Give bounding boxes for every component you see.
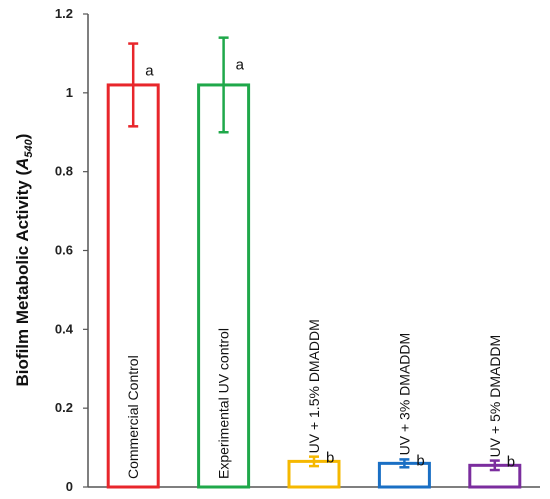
y-tick-label: 0.2 <box>55 400 73 415</box>
y-axis-title-subscript: 540 <box>23 138 35 157</box>
category-label: Experimental UV control <box>216 328 232 479</box>
y-tick-label: 0 <box>66 479 73 494</box>
category-label: Commercial Control <box>125 355 141 479</box>
significance-label: b <box>507 454 515 471</box>
plot-area: 0 0.2 0.4 0.6 0.8 1 1.2 a Commercial Control a Exp… <box>55 6 540 494</box>
y-axis-title-variable: A <box>13 158 32 171</box>
y-tick-label: 1 <box>66 85 73 100</box>
category-label: UV + 1.5% DMADDM <box>306 319 322 453</box>
y-tick-label: 0.6 <box>55 243 73 258</box>
y-tick-label: 1.2 <box>55 6 73 21</box>
y-tick-label: 0.8 <box>55 164 73 179</box>
significance-label: b <box>416 452 424 469</box>
category-label: UV + 3% DMADDM <box>396 333 412 456</box>
significance-label: a <box>236 57 245 74</box>
y-axis-title-close: ) <box>13 134 32 140</box>
category-label: UV + 5% DMADDM <box>487 335 503 458</box>
significance-label: b <box>326 450 334 467</box>
y-tick-label: 0.4 <box>55 321 74 336</box>
significance-label: a <box>145 63 154 80</box>
y-axis-title: Biofilm Metabolic Activity (A540) <box>13 134 35 387</box>
y-axis-title-main: Biofilm Metabolic Activity ( <box>13 170 32 387</box>
